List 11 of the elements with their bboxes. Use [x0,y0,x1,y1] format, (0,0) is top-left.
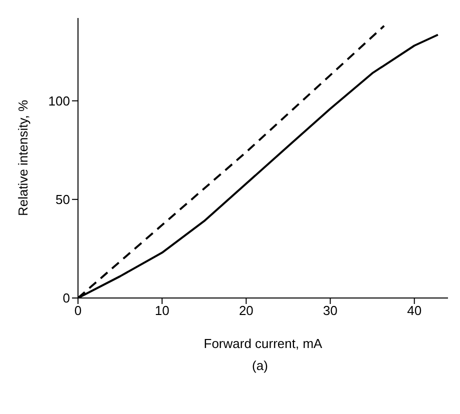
x-tick-label: 20 [238,303,254,318]
text: (a) [251,358,269,373]
y-tick-label: 100 [48,93,70,108]
x-tick-label: 40 [407,303,422,318]
x-axis-title: Forward current, mA [204,336,323,351]
y-axis-title: Relative intensity, % [16,100,31,216]
y-tick-label: 0 [62,290,70,306]
x-tick-label: 0 [74,303,82,318]
x-tick-label: 30 [323,303,338,318]
y-tick-label: 50 [56,192,70,208]
x-tick-label: 10 [154,303,170,318]
